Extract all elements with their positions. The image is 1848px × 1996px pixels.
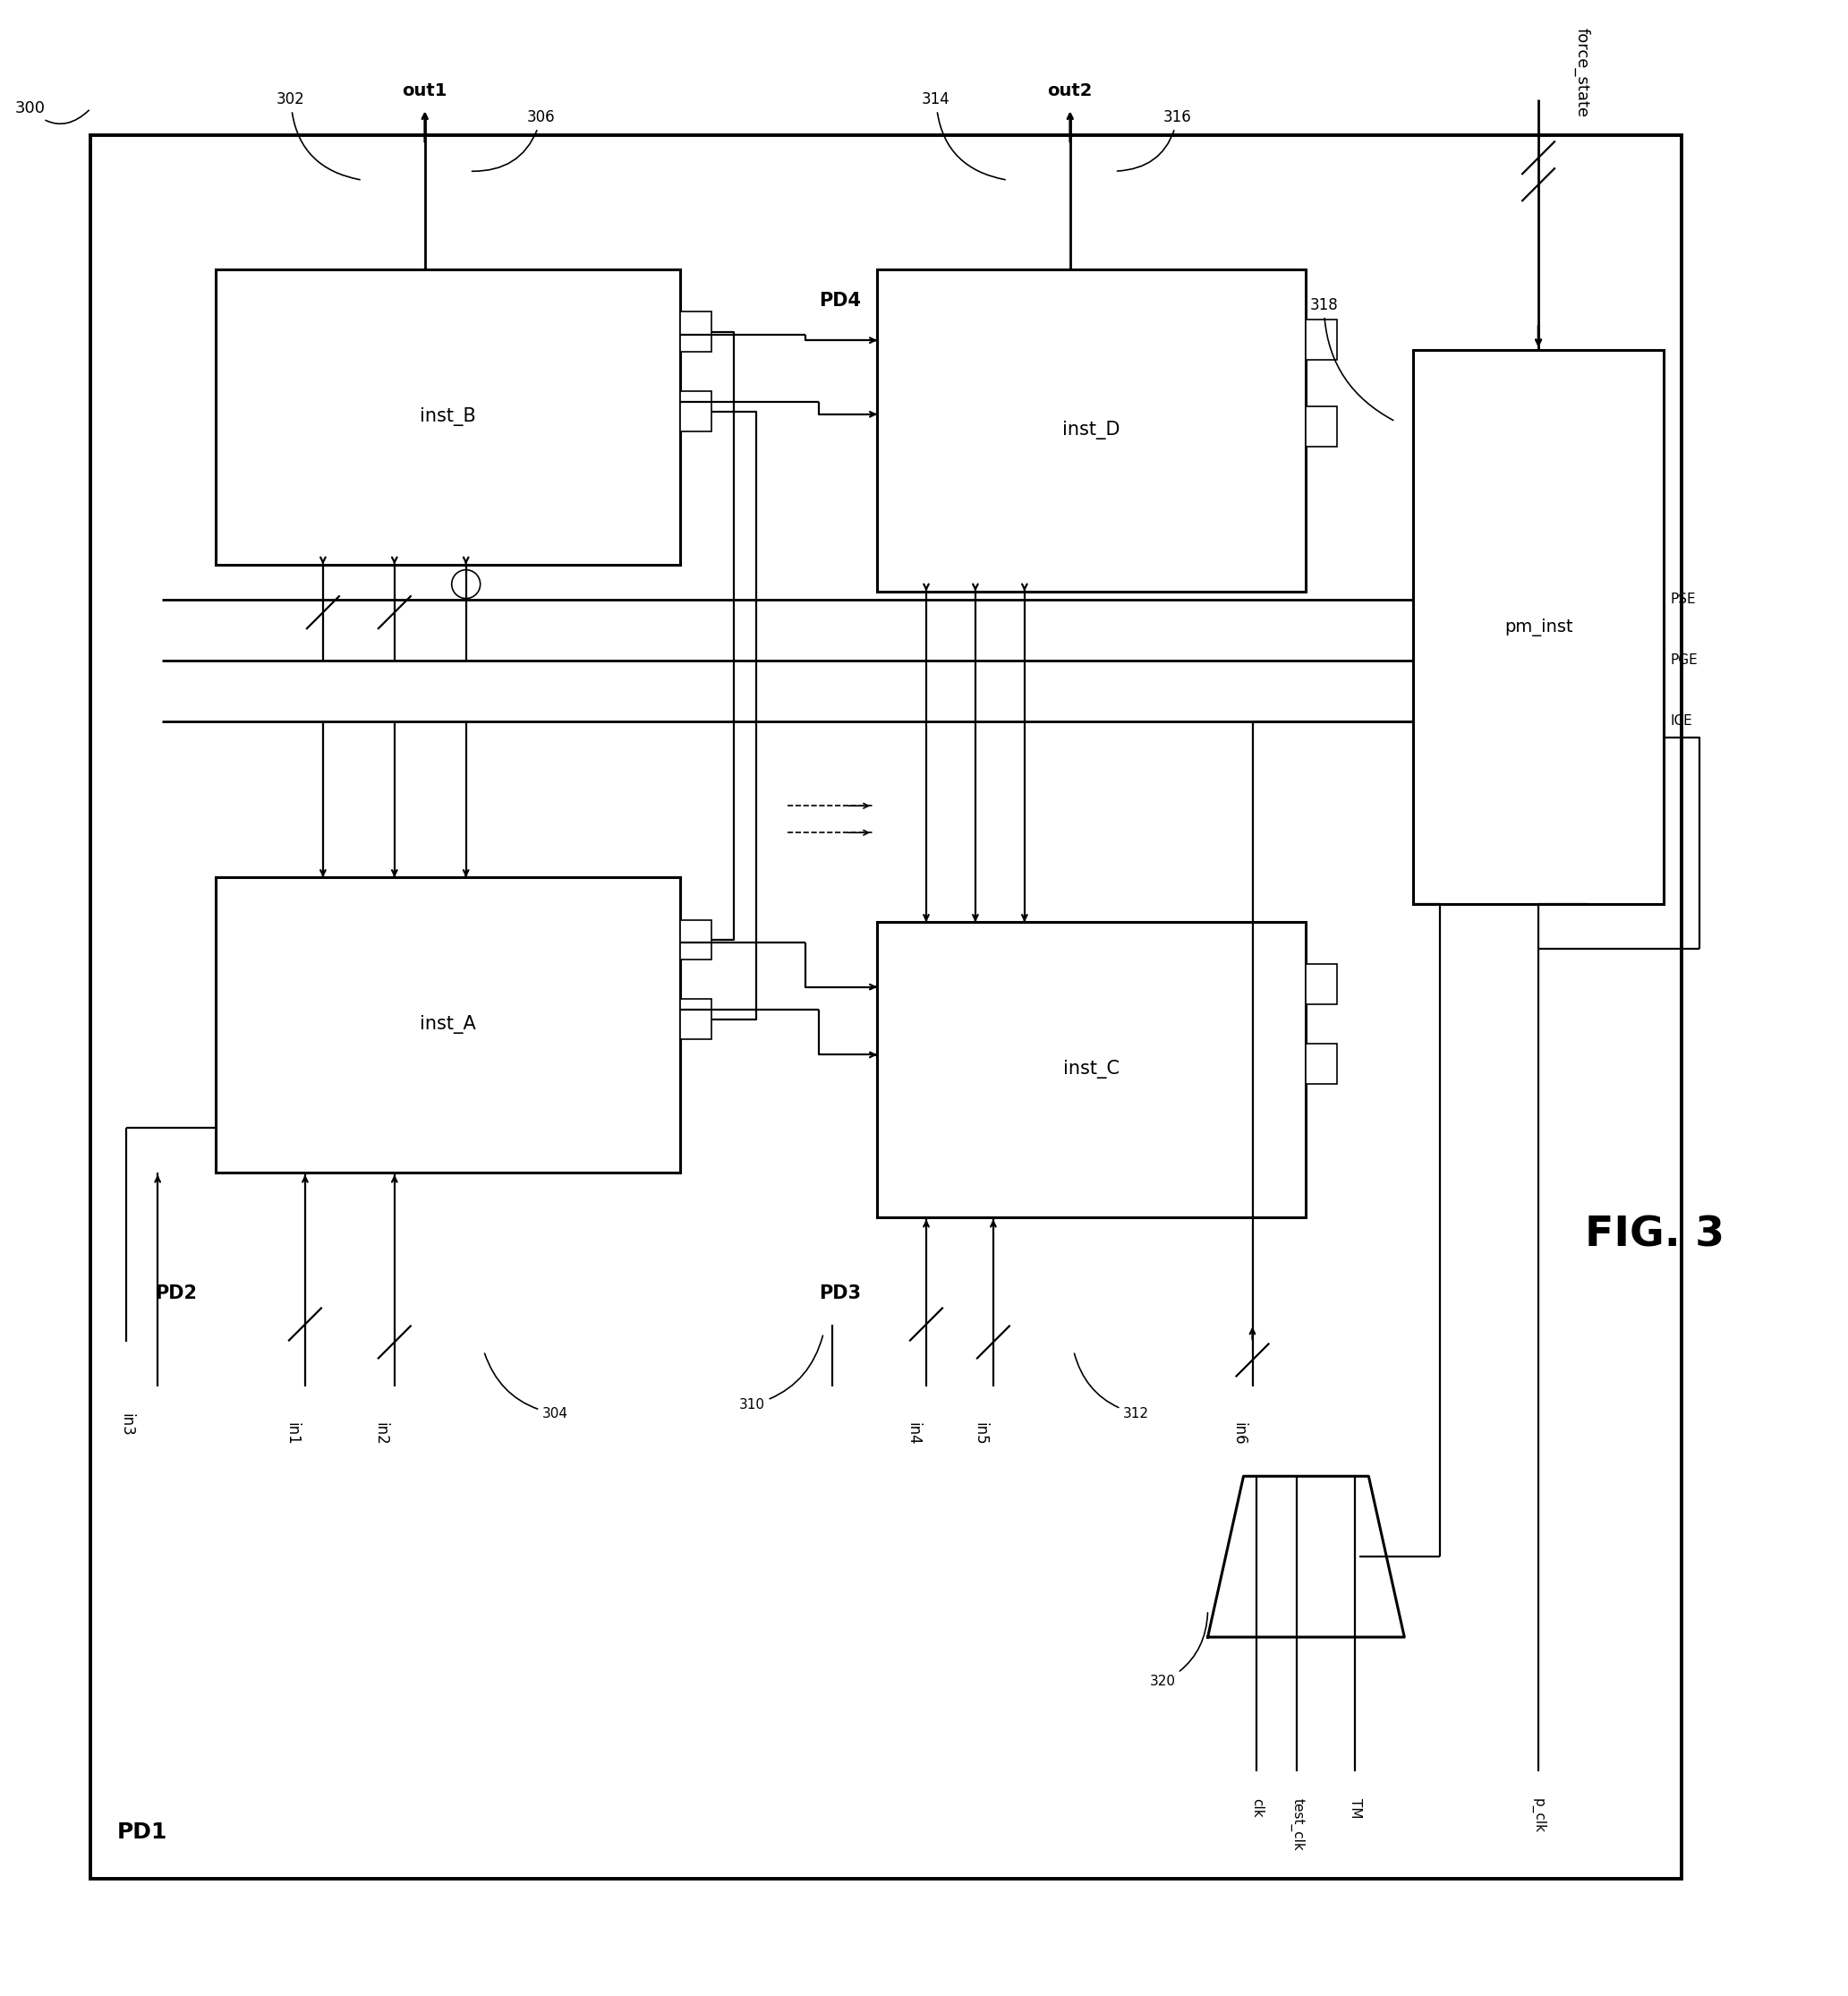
Bar — [1307, 319, 1338, 359]
Bar — [144, 269, 787, 1323]
Text: force_state: force_state — [1574, 28, 1591, 118]
Text: PGE: PGE — [1671, 653, 1698, 667]
Bar — [680, 920, 711, 960]
Bar — [680, 311, 711, 351]
Text: 302: 302 — [277, 92, 360, 180]
Bar — [91, 136, 1682, 1878]
Text: p_clk: p_clk — [1532, 1798, 1545, 1832]
Text: 310: 310 — [739, 1335, 822, 1411]
Bar — [216, 269, 680, 565]
Text: in1: in1 — [283, 1423, 299, 1445]
Text: 300: 300 — [15, 100, 89, 124]
Text: FIG. 3: FIG. 3 — [1586, 1216, 1724, 1255]
Bar — [1307, 964, 1338, 1004]
Text: inst_D: inst_D — [1063, 421, 1120, 439]
Text: inst_B: inst_B — [419, 407, 477, 427]
Text: in2: in2 — [373, 1423, 390, 1445]
Text: PD4: PD4 — [819, 291, 861, 309]
Bar — [216, 878, 680, 1172]
Bar — [680, 1000, 711, 1040]
Text: in3: in3 — [118, 1413, 135, 1437]
Text: ICE: ICE — [1671, 715, 1693, 729]
Text: PSE: PSE — [1671, 593, 1696, 607]
Text: in5: in5 — [972, 1423, 989, 1445]
Text: in4: in4 — [906, 1423, 920, 1445]
Text: PD3: PD3 — [819, 1283, 861, 1301]
Text: inst_C: inst_C — [1063, 1060, 1120, 1080]
Bar — [680, 391, 711, 431]
Bar — [878, 269, 1307, 591]
Text: out2: out2 — [1048, 82, 1092, 100]
Bar — [806, 269, 1342, 806]
Text: 314: 314 — [922, 92, 1005, 180]
Text: 320: 320 — [1149, 1613, 1209, 1689]
Text: PD2: PD2 — [155, 1283, 198, 1301]
Text: test_clk: test_clk — [1290, 1798, 1305, 1850]
Text: 304: 304 — [484, 1353, 569, 1421]
Text: 312: 312 — [1074, 1353, 1149, 1421]
Text: in6: in6 — [1231, 1423, 1247, 1445]
Bar — [1414, 349, 1663, 904]
Bar — [878, 922, 1307, 1218]
Text: out1: out1 — [403, 82, 447, 100]
Text: 306: 306 — [471, 110, 554, 172]
Text: inst_A: inst_A — [419, 1016, 477, 1034]
Bar — [806, 832, 1342, 1323]
Bar — [1307, 1044, 1338, 1084]
Text: TM: TM — [1349, 1798, 1362, 1818]
Text: clk: clk — [1251, 1798, 1264, 1818]
Text: pm_inst: pm_inst — [1504, 619, 1573, 637]
Text: PD1: PD1 — [118, 1820, 168, 1842]
Polygon shape — [1209, 1477, 1404, 1637]
Text: 318: 318 — [1310, 297, 1393, 421]
Bar — [1307, 407, 1338, 447]
Text: 316: 316 — [1118, 110, 1192, 172]
